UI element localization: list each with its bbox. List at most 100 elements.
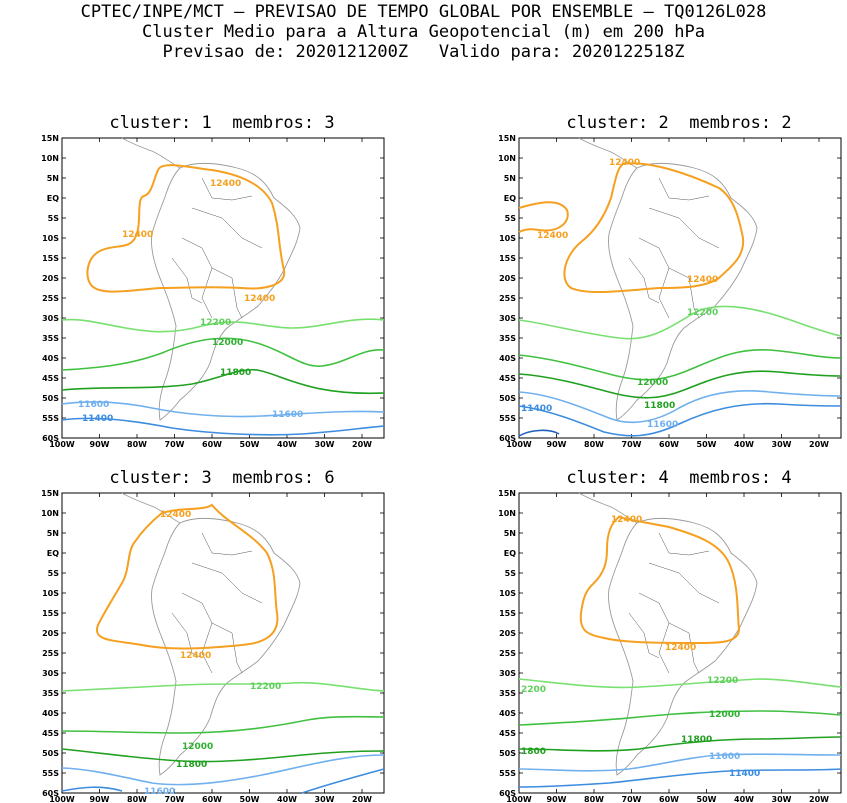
south-america-outline (608, 517, 758, 776)
lat-tick-label: 50S (499, 749, 516, 758)
lon-tick-label: 100W (49, 795, 75, 803)
lat-tick-label: 5S (48, 569, 60, 578)
contour-label: 11800 (681, 735, 712, 745)
lon-tick-label: 20W (809, 440, 829, 449)
country-border (658, 177, 710, 201)
contour-label: 2200 (521, 685, 546, 695)
country-border (648, 207, 720, 249)
lon-tick-label: 40W (277, 795, 297, 803)
contour-label: 12400 (244, 294, 275, 304)
lat-tick-label: 15N (498, 489, 516, 498)
lon-tick-label: 40W (734, 440, 754, 449)
contour-label: 11400 (521, 404, 552, 414)
lat-tick-label: 5N (504, 529, 516, 538)
lat-tick-label: 10S (499, 234, 516, 243)
header-line-1: CPTEC/INPE/MCT – PREVISAO DE TEMPO GLOBA… (80, 2, 767, 22)
lon-tick-label: 80W (584, 440, 604, 449)
lon-tick-label: 50W (697, 795, 717, 803)
south-america-outline (151, 517, 301, 776)
lat-tick-label: 20S (499, 629, 516, 638)
lat-tick-label: 40S (499, 709, 516, 718)
contour-label: 12000 (212, 338, 243, 348)
country-border (688, 632, 700, 674)
lon-tick-label: 80W (127, 795, 147, 803)
country-border (201, 622, 213, 674)
lat-tick-label: 10S (42, 234, 59, 243)
lat-tick-label: 45S (499, 374, 516, 383)
lon-tick-label: 60W (659, 795, 679, 803)
lat-tick-label: 10N (498, 509, 516, 518)
lat-tick-label: 15S (499, 254, 516, 263)
country-border (628, 612, 660, 659)
country-border (201, 177, 253, 201)
country-border (191, 562, 263, 604)
lon-tick-label: 100W (49, 440, 75, 449)
lon-tick-label: 70W (165, 795, 185, 803)
lat-tick-label: 60S (499, 434, 516, 443)
lon-tick-label: 80W (584, 795, 604, 803)
lat-tick-label: 5S (505, 569, 517, 578)
lon-tick-label: 100W (506, 440, 532, 449)
lat-tick-label: 30S (499, 669, 516, 678)
lat-tick-label: 5S (505, 214, 517, 223)
country-border (171, 257, 203, 304)
lon-tick-label: 30W (315, 440, 335, 449)
lat-tick-label: 5N (504, 174, 516, 183)
country-border (181, 237, 233, 279)
lat-tick-label: 50S (42, 749, 59, 758)
lon-tick-label: 30W (315, 795, 335, 803)
contour-label: 12400 (122, 230, 153, 240)
country-border (181, 592, 233, 634)
lat-tick-label: 50S (42, 394, 59, 403)
country-border (638, 592, 690, 634)
country-border (648, 562, 720, 604)
lat-tick-label: 30S (42, 669, 59, 678)
contour-label: 11600 (78, 400, 109, 410)
map-panel-2: 15N 10N 5N EQ 5S 10S 15S 20S 25S 30S 35S 40S 45S 50S 5… (498, 134, 842, 449)
contour-label: 12400 (537, 231, 568, 241)
lat-tick-label: 5S (48, 214, 60, 223)
lat-tick-label: 40S (42, 709, 59, 718)
panel-3-frame: 15N 10N 5N EQ 5S 10S 15S 20S 25S 30S 35S 40S 45S 50S 5… (41, 489, 385, 803)
lon-tick-label: 20W (809, 795, 829, 803)
lat-tick-label: 60S (42, 434, 59, 443)
contour-label: 11600 (144, 787, 175, 797)
lat-tick-label: 55S (499, 769, 516, 778)
country-border (191, 207, 263, 249)
lat-tick-label: 50S (499, 394, 516, 403)
contour-label: 12400 (210, 179, 241, 189)
lon-tick-label: 100W (506, 795, 532, 803)
lat-tick-label: 15N (41, 489, 59, 498)
lon-tick-label: 70W (622, 795, 642, 803)
lon-tick-label: 90W (90, 795, 110, 803)
contour-label: 1800 (521, 747, 546, 757)
lon-tick-label: 50W (240, 795, 260, 803)
lat-tick-label: 15N (41, 134, 59, 143)
map-panel-3: 15N 10N 5N EQ 5S 10S 15S 20S 25S 30S 35S 40S 45S 50S 5… (41, 489, 385, 803)
lat-tick-label: 15S (42, 254, 59, 263)
lon-tick-label: 90W (547, 795, 567, 803)
lat-tick-label: 40S (42, 354, 59, 363)
lat-tick-label: 20S (42, 629, 59, 638)
country-border (201, 532, 253, 556)
lat-tick-label: 15N (498, 134, 516, 143)
lat-tick-label: 35S (42, 334, 59, 343)
lat-tick-label: EQ (504, 549, 516, 558)
panel-2-frame: 15N 10N 5N EQ 5S 10S 15S 20S 25S 30S 35S 40S 45S 50S 5… (498, 134, 842, 449)
lat-tick-label: 55S (42, 769, 59, 778)
contour-label: 12400 (160, 510, 191, 520)
lat-tick-label: 35S (499, 689, 516, 698)
country-border (231, 277, 243, 319)
lat-tick-label: 55S (42, 414, 59, 423)
lon-tick-label: 80W (127, 440, 147, 449)
lon-tick-label: 50W (697, 440, 717, 449)
contour-label: 11600 (272, 410, 303, 420)
lat-tick-label: 35S (499, 334, 516, 343)
lat-tick-label: 20S (499, 274, 516, 283)
header-line-3: Previsao de: 2020121200Z Valido para: 20… (162, 42, 685, 62)
country-border (628, 257, 660, 304)
contour-label: 12200 (200, 318, 231, 328)
lat-tick-label: 20S (42, 274, 59, 283)
lat-tick-label: EQ (47, 194, 59, 203)
lon-tick-label: 30W (772, 795, 792, 803)
